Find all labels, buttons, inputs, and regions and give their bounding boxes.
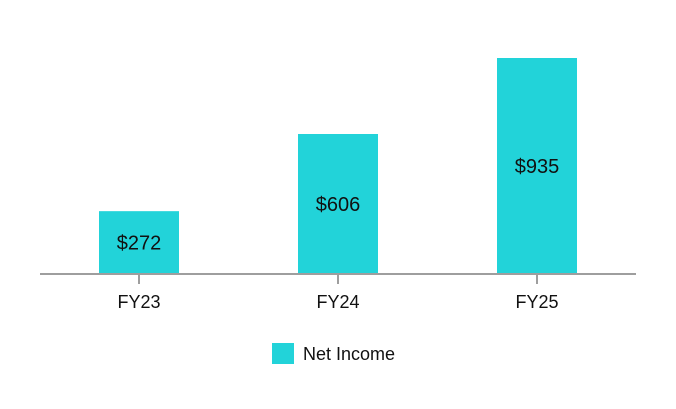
data-labels-layer: $272 $606 $935 (117, 156, 560, 255)
data-label-fy23: $272 (117, 233, 162, 255)
bars-layer (99, 58, 577, 274)
x-tick-label-fy25: FY25 (515, 292, 558, 312)
x-axis: FY23 FY24 FY25 (40, 273, 636, 312)
bar-fy25 (497, 58, 577, 274)
x-tick-label-fy23: FY23 (117, 292, 160, 312)
data-label-fy24: $606 (316, 194, 361, 216)
legend-label-net-income: Net Income (303, 344, 395, 364)
data-label-fy25: $935 (515, 156, 560, 178)
x-tick-label-fy24: FY24 (316, 292, 359, 312)
legend: Net Income (272, 343, 395, 364)
bar-fy23 (99, 211, 179, 274)
bar-fy24 (298, 134, 378, 274)
legend-swatch-net-income (272, 343, 294, 364)
